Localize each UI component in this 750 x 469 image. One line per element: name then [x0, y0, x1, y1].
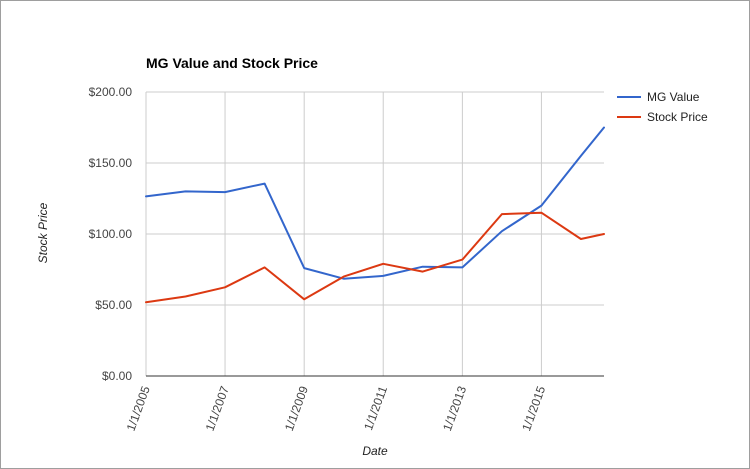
- x-tick-label: 1/1/2009: [282, 384, 311, 433]
- x-tick-label: 1/1/2015: [519, 384, 548, 433]
- x-tick-label: 1/1/2005: [124, 384, 153, 433]
- gridlines: [145, 91, 604, 377]
- legend-label: Stock Price: [647, 110, 708, 124]
- series-lines: [145, 126, 605, 304]
- x-tick-label: 1/1/2007: [203, 384, 232, 433]
- series-line-mg-value: [145, 126, 605, 280]
- x-tick-label: 1/1/2011: [361, 384, 390, 432]
- y-tick-label: $100.00: [89, 227, 133, 241]
- y-axis-title: Stock Price: [36, 202, 50, 263]
- legend[interactable]: MG Value Stock Price: [617, 90, 708, 124]
- y-axis-ticks: $0.00 $50.00 $100.00 $150.00 $200.00: [89, 85, 133, 383]
- x-axis-ticks: 1/1/2005 1/1/2007 1/1/2009 1/1/2011 1/1/2013…: [124, 384, 549, 433]
- x-axis-title: Date: [362, 444, 388, 458]
- y-tick-label: $50.00: [95, 298, 132, 312]
- series-line-stock-price: [145, 211, 605, 304]
- y-tick-label: $0.00: [102, 369, 132, 383]
- x-tick-label: 1/1/2013: [440, 384, 469, 433]
- chart-title: MG Value and Stock Price: [146, 55, 318, 71]
- y-tick-label: $200.00: [89, 85, 133, 99]
- legend-label: MG Value: [647, 90, 700, 104]
- y-tick-label: $150.00: [89, 156, 133, 170]
